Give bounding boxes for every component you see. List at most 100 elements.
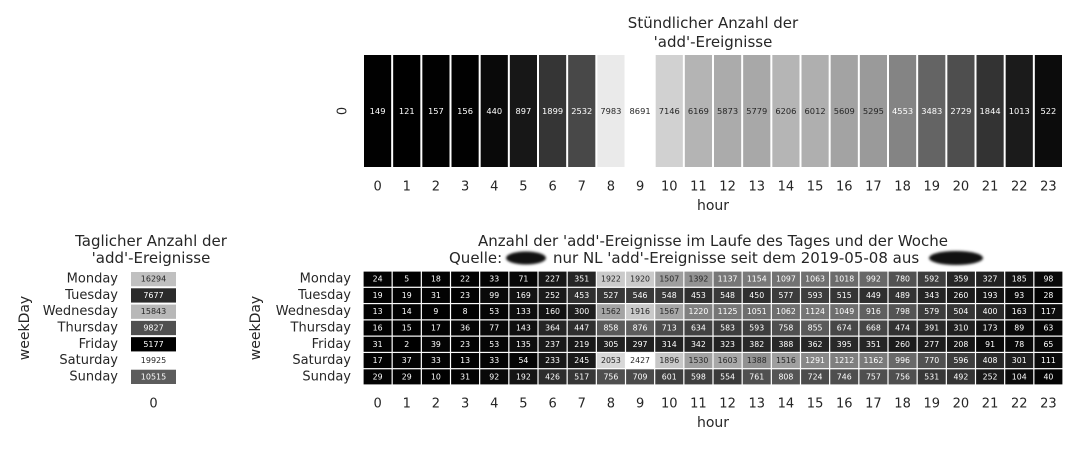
heatmap-cell	[392, 352, 422, 369]
cell-value-label: 91	[985, 340, 995, 349]
cell-value-label: 1013	[1009, 106, 1030, 116]
cell-value-label: 408	[983, 356, 998, 365]
heatmap-cell	[537, 303, 568, 320]
heatmap-cell	[712, 336, 743, 353]
heatmap-cell	[596, 303, 626, 320]
cell-value-label: 756	[895, 372, 910, 381]
heatmap-cell	[946, 352, 976, 369]
cell-value-label: 453	[691, 291, 706, 300]
x-tick-label: 23	[1040, 397, 1057, 412]
cell-value-label: 77	[489, 324, 499, 333]
cell-value-label: 98	[1043, 275, 1053, 284]
cell-value-label: 6012	[805, 106, 826, 116]
x-tick-label: 12	[719, 397, 736, 412]
cell-value-label: 5609	[834, 106, 855, 116]
cell-value-label: 305	[603, 340, 618, 349]
x-tick-label: 21	[982, 180, 999, 195]
heatmap-0: 149 121 157 156 440 897 1899 2532 7983 8691 7146 61…	[363, 54, 1064, 168]
heatmap-cell	[450, 287, 480, 304]
y-tick-label: Saturday	[59, 353, 118, 368]
cell-value-label: 709	[633, 372, 648, 381]
cell-value-label: 219	[574, 340, 589, 349]
heatmap-cell	[567, 54, 597, 168]
heatmap-cell	[130, 336, 177, 353]
heatmap-cell	[450, 336, 480, 353]
x-tick-label: 4	[490, 180, 498, 195]
x-tick-label: 17	[865, 180, 882, 195]
heatmap-cell	[362, 303, 393, 320]
cell-value-label: 1507	[659, 275, 679, 284]
cell-value-label: 5295	[863, 106, 884, 116]
cell-value-label: 7983	[600, 106, 621, 116]
cell-value-label: 489	[895, 291, 910, 300]
y-tick-label: Tuesday	[297, 288, 351, 303]
cell-value-label: 6169	[688, 106, 709, 116]
cell-value-label: 18	[431, 275, 441, 284]
x-tick-label: 19	[923, 397, 940, 412]
heatmap-cell	[508, 368, 538, 385]
heatmap-cell	[362, 336, 393, 353]
heatmap-cell	[1033, 336, 1063, 353]
heatmap-cell	[771, 352, 801, 369]
cell-value-label: 1567	[659, 307, 679, 316]
x-tick-label: 0	[373, 180, 381, 195]
y-tick-label: Wednesday	[43, 304, 119, 319]
heatmap-cell	[362, 270, 393, 288]
cell-value-label: 916	[866, 307, 881, 316]
x-tick-label: 13	[748, 397, 765, 412]
heatmap-cell	[538, 54, 568, 168]
heatmap-cell	[450, 368, 480, 385]
x-tick-label: 3	[461, 397, 469, 412]
cell-value-label: 28	[1043, 291, 1053, 300]
cell-value-label: 858	[603, 324, 618, 333]
cell-value-label: 351	[866, 340, 881, 349]
cell-value-label: 453	[574, 291, 589, 300]
x-tick-label: 3	[461, 180, 469, 195]
heatmap-cell	[1004, 336, 1034, 353]
heatmap-cell	[975, 368, 1005, 385]
cell-value-label: 260	[953, 291, 968, 300]
x-axis-label: hour	[697, 198, 729, 214]
x-tick-label: 4	[490, 397, 498, 412]
x-tick-label: 2	[432, 397, 440, 412]
cell-value-label: 227	[545, 275, 560, 284]
cell-value-label: 1291	[805, 356, 825, 365]
heatmap-cell	[975, 287, 1005, 304]
heatmap-cell	[537, 368, 568, 385]
x-tick-label: 12	[719, 180, 736, 195]
heatmap-cell	[1033, 352, 1063, 369]
heatmap-2: 24 5 18 22 33 71 227 351 1922 1920 1507 1392 1137 115…	[362, 270, 1063, 385]
cell-value-label: 111	[1041, 356, 1056, 365]
y-tick-label: 0	[336, 107, 351, 115]
cell-value-label: 1062	[776, 307, 796, 316]
x-tick-label: 7	[578, 180, 586, 195]
cell-value-label: 252	[983, 372, 998, 381]
cell-value-label: 15	[402, 324, 412, 333]
cell-value-label: 93	[1014, 291, 1024, 300]
heatmap-cell	[946, 270, 976, 288]
x-tick-label: 1	[403, 180, 411, 195]
heatmap-cell	[1033, 319, 1063, 337]
heatmap-cell	[742, 287, 772, 304]
x-axis-label: hour	[697, 415, 729, 431]
cell-value-label: 1063	[805, 275, 825, 284]
cell-value-label: 634	[691, 324, 706, 333]
cell-value-label: 388	[778, 340, 793, 349]
cell-value-label: 5779	[746, 106, 767, 116]
heatmap-cell	[975, 54, 1005, 168]
heatmap-cell	[858, 303, 889, 320]
cell-value-label: 674	[837, 324, 852, 333]
heatmap-cell	[421, 319, 451, 337]
heatmap-cell	[625, 336, 655, 353]
cell-value-label: 554	[720, 372, 735, 381]
cell-value-label: 33	[431, 356, 441, 365]
heatmap-cell	[742, 54, 772, 168]
cell-value-label: 16	[373, 324, 383, 333]
cell-value-label: 746	[837, 372, 852, 381]
redaction-blob	[929, 251, 983, 265]
x-tick-label: 8	[607, 397, 615, 412]
x-tick-label: 7	[578, 397, 586, 412]
heatmap-cell	[712, 368, 743, 385]
x-tick-label: 14	[778, 397, 795, 412]
x-tick-label: 18	[894, 180, 911, 195]
